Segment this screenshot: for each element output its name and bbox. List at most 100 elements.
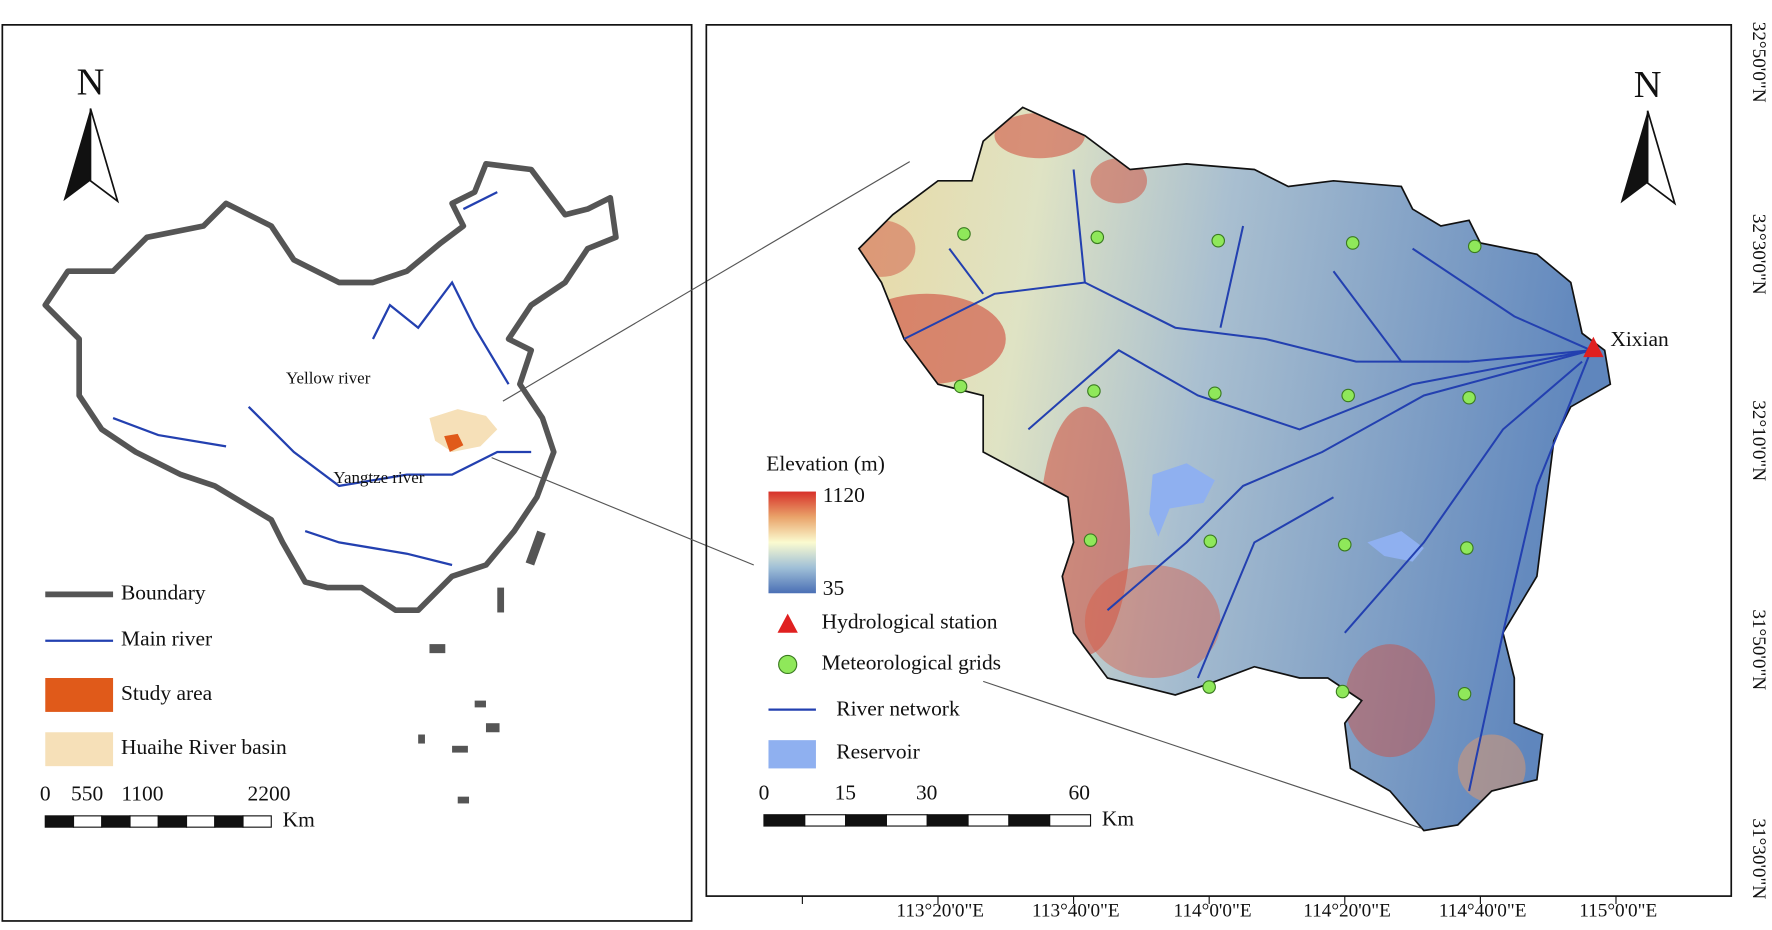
north-arrow [1620,110,1648,204]
scale-segment [129,815,159,828]
shape [1367,531,1424,562]
scale-label: 0 [759,780,770,804]
right-frame [705,24,1733,897]
scale-segment [185,815,216,828]
grid-point [1460,541,1474,555]
grid-point [1338,537,1352,552]
scale-label: 1100 [121,781,163,805]
shape [858,293,1006,385]
scale-segment [157,815,188,828]
scale-unit: Km [1102,806,1135,830]
shape [497,587,505,613]
china-boundary [42,161,619,614]
longitude-label: 113°40'0"E [1032,900,1120,921]
scale-segment [1049,814,1092,827]
scale-label: 550 [71,781,103,805]
north-arrow [89,108,120,204]
study-area [444,433,464,453]
left-frame [1,24,693,922]
scale-segment [804,814,847,827]
legend-swatch [778,654,798,675]
grid-point [1457,687,1472,701]
shape [485,723,500,733]
grid-point [1335,684,1350,699]
color-bar-min: 35 [823,576,844,600]
shape [462,191,498,211]
latitude-label: 32°30'0"N [1748,214,1769,295]
north-arrow [1646,110,1677,206]
grid-point [1083,533,1098,547]
longitude-label: 115°0'0"E [1579,900,1657,921]
legend-swatch [777,613,798,633]
shape [858,220,916,277]
scale-segment [885,814,928,827]
scale-segment [44,815,75,828]
latitude-label: 32°10'0"N [1748,400,1769,481]
grid-point [1211,233,1226,248]
shape [1219,225,1245,328]
scale-segment [967,814,1010,827]
legend-label: Study area [121,681,213,705]
scale-segment [1008,814,1051,827]
longitude-label: 114°0'0"E [1174,900,1252,921]
legend-label: Main river [121,627,212,651]
shape [1072,169,1086,283]
shape [474,700,486,708]
legend-label: Boundary [121,580,206,604]
color-bar [768,491,816,594]
shape [1412,247,1592,352]
legend-label: River network [836,697,960,721]
scale-segment [72,815,103,828]
shape [112,417,227,448]
legend-label: Reservoir [836,740,919,764]
shape [1027,349,1592,431]
hydrological-station [1583,336,1604,358]
huaihe-basin [429,409,498,453]
shape [1196,496,1334,679]
longitude-label: 114°40'0"E [1439,900,1527,921]
north-label: N [77,62,105,104]
basin-dem [858,107,1611,831]
grid-point [1208,386,1222,401]
shape [1344,360,1583,634]
latitude-label: 31°30'0"N [1748,818,1769,899]
grid-point [1341,388,1355,403]
longitude-label: 113°20'0"E [896,900,984,921]
shape [1149,463,1215,537]
shape [1468,349,1593,792]
grid-point [953,379,968,394]
river-label: Yellow river [286,369,371,388]
shape [457,796,470,804]
grid-point [1462,390,1476,405]
longitude-label: 114°20'0"E [1303,900,1391,921]
meteorological-grids [953,227,1482,701]
grid-point [1345,236,1360,250]
scale-label: 2200 [248,781,291,805]
shape [429,644,446,654]
grid-point [1203,534,1218,549]
shape [1344,644,1436,758]
scale-segment [926,814,969,827]
shape [525,530,546,566]
shape [948,247,984,295]
shape [1457,734,1526,803]
legend-label: Huaihe River basin [121,735,287,759]
shape [247,406,532,488]
scale-segment [214,815,244,828]
shape [1106,349,1592,611]
scale-segment [763,814,806,827]
shape [452,745,468,753]
grid-point [1467,239,1482,254]
north-label: N [1634,64,1662,106]
legend-title: Elevation (m) [766,451,885,475]
scale-label: 60 [1068,780,1089,804]
zoom-line [983,680,1422,829]
latitude-label: 31°50'0"N [1748,609,1769,690]
scale-unit: Km [283,807,316,831]
main-rivers [112,191,532,567]
shape [1090,158,1148,204]
scale-bar: 0 15 30 60 Km [759,780,1135,830]
legend-swatch [45,732,114,767]
graticule-labels: 113°20'0"E 113°40'0"E 114°0'0"E 114°20'0"E 1… [801,22,1769,921]
latitude-label: 32°50'0"N [1748,22,1769,103]
